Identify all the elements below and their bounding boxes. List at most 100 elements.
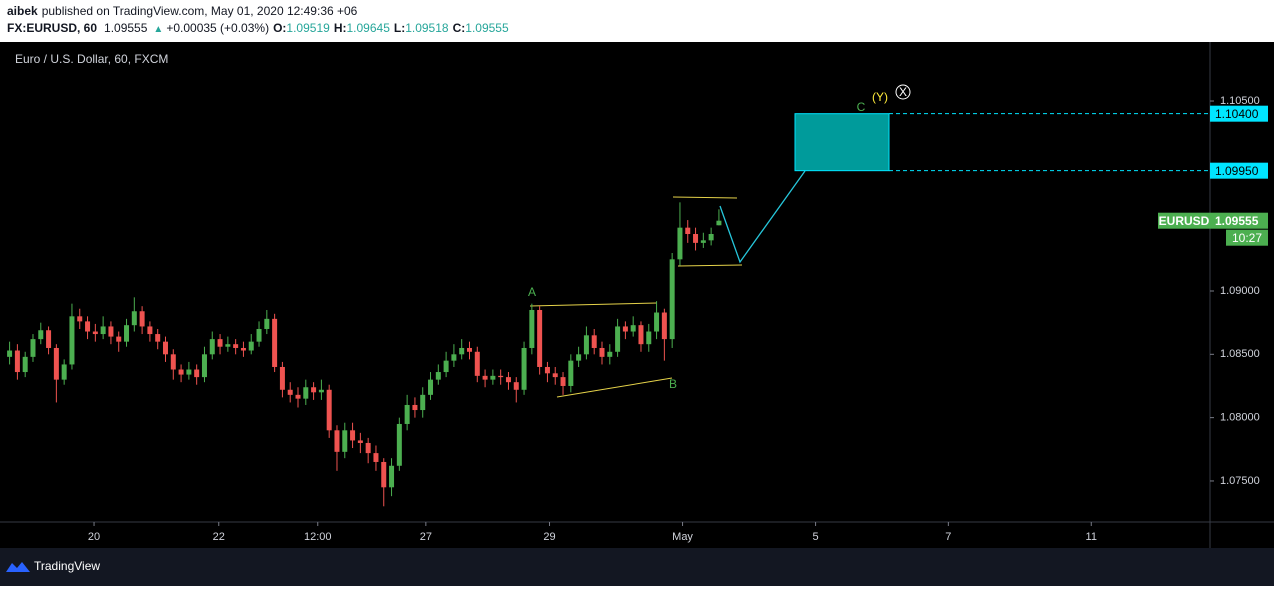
candle-body (466, 347, 472, 352)
candle-body (490, 375, 496, 380)
candle-body (69, 316, 75, 365)
x-tick-label: 27 (420, 531, 432, 543)
candle-body (311, 387, 317, 393)
candle-body (155, 334, 161, 342)
candle-body (646, 331, 652, 345)
candle-body (498, 375, 504, 378)
candle-body (303, 387, 309, 399)
candle-body (131, 311, 137, 326)
candle-body (77, 316, 83, 322)
candle-body (708, 234, 714, 241)
trend-line (677, 264, 743, 267)
candle-body (654, 312, 660, 332)
candle-body (342, 430, 348, 452)
candle-body (513, 382, 519, 390)
candle-body (552, 373, 558, 378)
ohlc-value: 1.09645 (346, 21, 390, 35)
candle-body (521, 347, 527, 390)
candle-body (139, 311, 145, 327)
x-tick-label: 11 (1086, 531, 1097, 543)
last-price: 1.09555 (104, 21, 148, 35)
ohlc-label: L: (394, 21, 405, 35)
candle-body (170, 354, 176, 370)
candle-body (677, 227, 683, 260)
wave-circle (895, 84, 911, 100)
publish-line: aibek published on TradingView.com, May 0… (7, 4, 358, 18)
candle-body (638, 325, 644, 345)
candle-body (287, 389, 293, 395)
candle-body (537, 309, 543, 367)
drawings (529, 84, 911, 398)
candle-body (100, 326, 106, 335)
candle-body (389, 465, 395, 488)
candle-body (201, 354, 207, 378)
candle-body (209, 339, 215, 355)
x-tick-label: 29 (543, 531, 555, 543)
candle-body (412, 404, 418, 411)
candle-body (53, 347, 59, 380)
candle-body (124, 325, 130, 342)
ohlc-value: 1.09519 (286, 21, 330, 35)
ohlc-value: 1.09518 (405, 21, 449, 35)
wave-label: B (669, 377, 677, 391)
candle-body (669, 259, 675, 340)
countdown-label: 10:27 (1232, 231, 1262, 245)
candle-body (396, 423, 402, 466)
candle-body (505, 377, 511, 383)
chart-bg (0, 42, 1274, 548)
price-tag (1210, 162, 1268, 179)
candle-body (451, 354, 457, 361)
candle-body (38, 330, 44, 340)
candle-body (108, 326, 114, 337)
y-tick-label: 1.10500 (1220, 95, 1260, 107)
y-tick-label: 1.07500 (1220, 475, 1260, 487)
candle-body (357, 440, 363, 443)
candle-body (279, 366, 285, 390)
last-price-tag (1210, 212, 1268, 229)
candle-body (560, 377, 566, 386)
header-bg (0, 0, 1274, 42)
trend-line (556, 377, 673, 398)
candle-body (248, 341, 254, 351)
candle-body (693, 234, 699, 243)
change: +0.00035 (+0.03%) (166, 21, 269, 35)
candle-body (529, 309, 535, 348)
ohlc-label: O: (273, 21, 286, 35)
candle-body (240, 347, 246, 351)
candle-body (178, 369, 184, 375)
candle-body (116, 336, 122, 342)
candle-body (295, 394, 301, 399)
projection-line (719, 170, 806, 264)
y-tick-label: 1.08500 (1220, 348, 1260, 360)
price-tag-label: 1.09950 (1215, 164, 1259, 178)
candle-body (30, 339, 36, 357)
candle-body (443, 360, 449, 373)
x-tick-label: 20 (88, 531, 100, 543)
candle-body (420, 394, 426, 411)
x-tick-label: 12:00 (304, 531, 332, 543)
ohlc-value: 1.09555 (465, 21, 509, 35)
author: aibek (7, 4, 38, 18)
candle-body (217, 339, 223, 347)
candle-body (630, 325, 636, 332)
candle-body (685, 227, 691, 234)
candle-body (661, 312, 667, 340)
candle-body (92, 331, 98, 335)
ohlc-label: C: (453, 21, 466, 35)
candle-body (544, 366, 550, 374)
candle-body (599, 347, 605, 357)
wave-label: A (528, 285, 536, 299)
countdown-tag (1226, 229, 1268, 246)
last-price-label: 1.09555 (1215, 214, 1259, 228)
candle-body (14, 350, 20, 373)
candle-body (373, 453, 379, 462)
candle-body (404, 404, 410, 424)
brand: TradingView (34, 559, 100, 573)
candle-body (700, 240, 706, 243)
price-tag-label: 1.10400 (1215, 107, 1259, 121)
candle-body (576, 354, 582, 361)
logo (6, 562, 30, 572)
candle-body (435, 372, 441, 380)
candle-body (233, 344, 239, 348)
target-zone (794, 113, 890, 172)
